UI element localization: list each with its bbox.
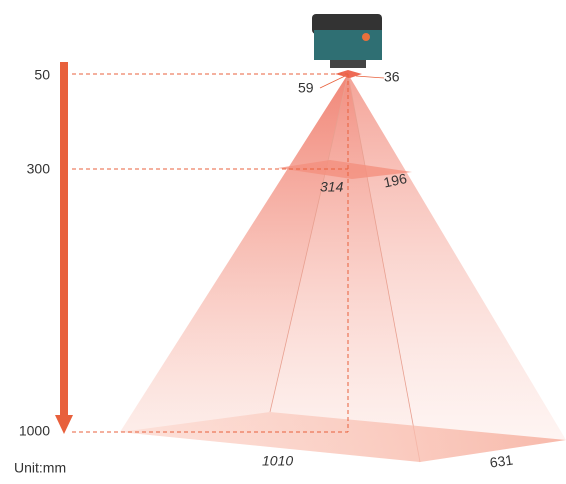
scanner-device [312, 14, 382, 68]
distance-label: 50 [34, 67, 50, 83]
dimension-label: 36 [384, 69, 400, 85]
dimension-label: 314 [320, 179, 344, 195]
guides [72, 73, 349, 433]
far-field-plane [120, 412, 566, 462]
distance-arrow [55, 62, 73, 434]
dimension-label: 631 [489, 452, 515, 471]
dimension-label: 1010 [262, 453, 293, 469]
dimension-label: 196 [382, 170, 408, 191]
distance-label: 300 [27, 161, 51, 177]
distance-label: 1000 [19, 423, 50, 439]
dimension-label: 59 [298, 80, 314, 96]
unit-label: Unit:mm [14, 460, 66, 476]
cone [120, 73, 566, 463]
